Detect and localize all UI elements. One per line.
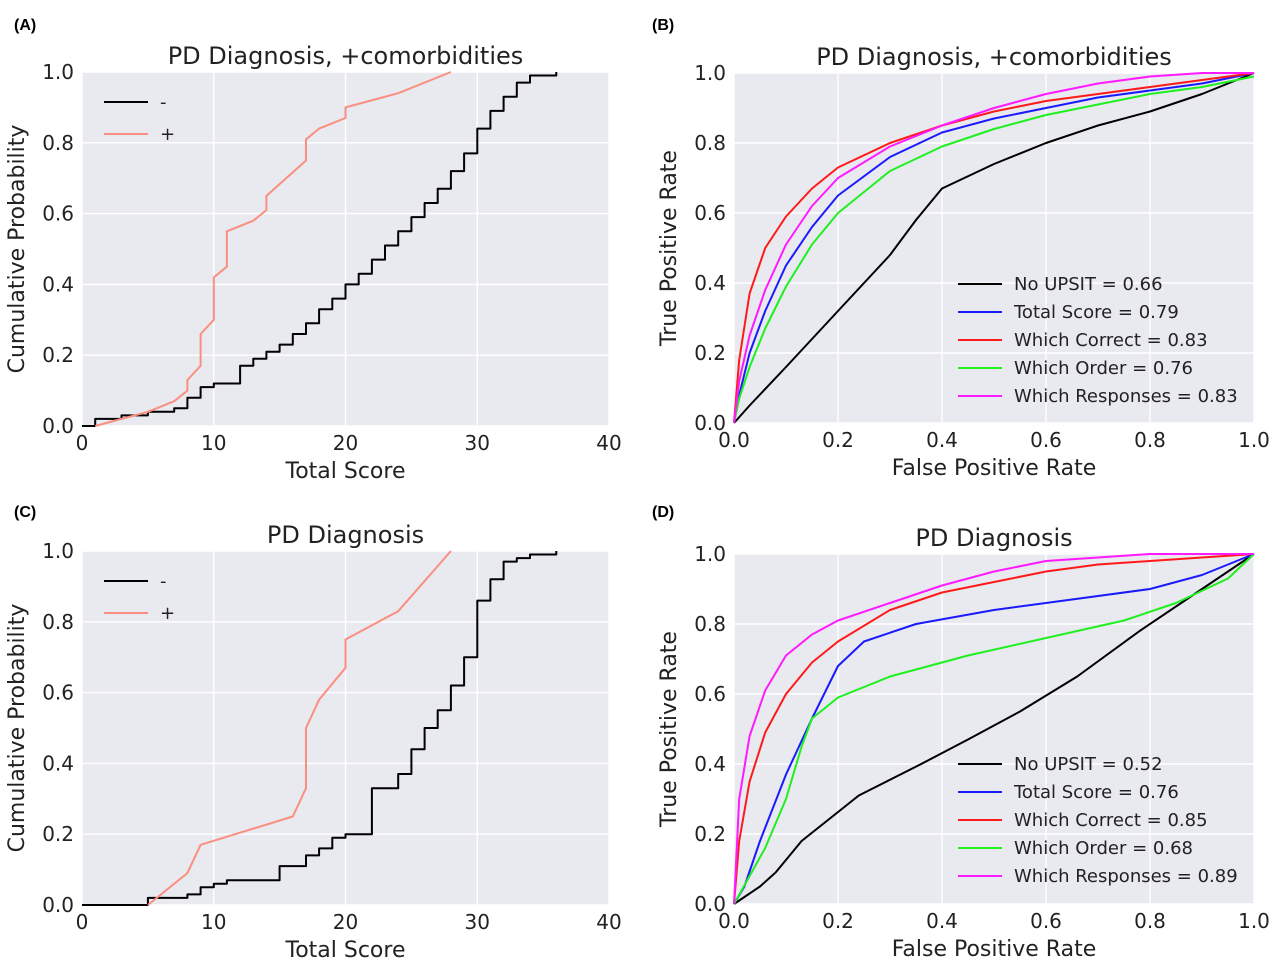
y-tick-label: 0.6 [42,202,74,226]
y-tick-label: 1.0 [694,542,726,566]
x-axis-label: False Positive Rate [892,456,1096,481]
x-tick-label: 0.8 [1134,428,1166,452]
x-tick-label: 0.0 [718,428,750,452]
y-tick-label: 0.0 [42,414,74,438]
x-tick-label: 30 [465,431,490,455]
y-tick-label: 0.2 [694,822,726,846]
y-tick-label: 0.8 [42,610,74,634]
series-line [733,553,1255,905]
series-line [94,71,452,427]
chart-panel-a: (A) 0 10 20 30 40 0.0 0.2 0.4 0.6 0.8 1.0 PD Diagnos… [5,17,622,484]
series-line [733,553,1255,905]
y-tick-label: 0.2 [42,822,74,846]
y-tick-label: 1.0 [694,61,726,85]
y-tick-label: 0.2 [694,341,726,365]
series-line [733,72,1255,424]
legend-label: Which Correct = 0.83 [1014,330,1208,351]
x-axis-label: Total Score [285,938,406,959]
x-axis-label: Total Score [285,459,406,484]
series-line [733,553,1255,905]
x-tick-label: 10 [201,431,226,455]
y-tick-label: 0.4 [42,751,74,775]
x-tick-label: 0.4 [926,909,958,933]
y-tick-label: 1.0 [42,60,74,84]
series-line [733,75,1255,424]
x-tick-label: 0 [76,910,89,934]
y-tick-label: 0.6 [694,201,726,225]
panel-label: (C) [14,504,36,521]
series-line [82,551,558,906]
y-tick-label: 0.0 [694,411,726,435]
x-tick-label: 40 [596,431,621,455]
series-line [733,553,1255,905]
x-tick-label: 20 [333,431,358,455]
x-tick-label: 30 [465,910,490,934]
chart-panel-c: (C) 0 10 20 30 40 0.0 0.2 0.4 0.6 0.8 1.0 PD Diagnos… [5,504,622,959]
y-axis-label: Cumulative Probability [5,125,30,374]
x-tick-label: 1.0 [1238,428,1269,452]
y-tick-label: 0.4 [42,272,74,296]
x-tick-label: 1.0 [1238,909,1269,933]
legend-label: - [160,92,167,113]
chart-title: PD Diagnosis, +comorbidities [168,42,524,70]
y-tick-label: 0.2 [42,343,74,367]
y-tick-label: 0.6 [42,681,74,705]
legend-label: Total Score = 0.79 [1013,302,1179,323]
chart-panel-d: (D) 0.0 0.2 0.4 0.6 0.8 1.0 0.0 0.2 0.4 0.6 0.8 1.0 P… [652,504,1269,959]
y-tick-label: 0.0 [694,892,726,916]
y-axis-label: True Positive Rate [657,631,682,828]
series-line [82,72,558,427]
chart-title: PD Diagnosis [267,521,424,549]
x-tick-label: 0.6 [1030,909,1062,933]
legend-label: No UPSIT = 0.52 [1014,754,1163,775]
legend-label: + [160,124,175,145]
legend-label: - [160,571,167,592]
legend-label: No UPSIT = 0.66 [1014,274,1163,295]
x-tick-label: 0.6 [1030,428,1062,452]
x-tick-label: 0.4 [926,428,958,452]
x-tick-label: 0 [76,431,89,455]
legend-label: Which Responses = 0.89 [1014,866,1238,887]
y-axis-label: Cumulative Probability [5,604,30,853]
legend-label: Which Correct = 0.85 [1014,810,1208,831]
y-tick-label: 0.8 [694,131,726,155]
y-tick-label: 0.8 [694,612,726,636]
x-tick-label: 20 [333,910,358,934]
y-tick-label: 1.0 [42,539,74,563]
panel-label: (A) [14,17,36,34]
plot-area [734,73,1254,423]
series-line [733,72,1254,424]
legend-label: + [160,603,175,624]
x-tick-label: 0.2 [822,428,854,452]
y-tick-label: 0.4 [694,271,726,295]
y-tick-label: 0.4 [694,752,726,776]
x-tick-label: 0.8 [1134,909,1166,933]
series-line [147,550,452,906]
y-tick-label: 0.8 [42,131,74,155]
legend-label: Which Order = 0.68 [1014,838,1193,859]
chart-title: PD Diagnosis [915,524,1072,552]
y-tick-label: 0.0 [42,893,74,917]
panel-label: (B) [652,17,674,34]
series-line [733,72,1255,424]
x-tick-label: 40 [596,910,621,934]
y-tick-label: 0.6 [694,682,726,706]
x-axis-label: False Positive Rate [892,937,1096,959]
y-axis-label: True Positive Rate [657,150,682,347]
chart-panel-b: (B) 0.0 0.2 0.4 0.6 0.8 1.0 0.0 0.2 0.4 0.6 0.8 1.0 P… [652,17,1269,481]
legend-label: Total Score = 0.76 [1013,782,1179,803]
x-tick-label: 10 [201,910,226,934]
panel-label: (D) [652,504,674,521]
chart-title: PD Diagnosis, +comorbidities [816,43,1172,71]
x-tick-label: 0.2 [822,909,854,933]
x-tick-label: 0.0 [718,909,750,933]
legend-label: Which Order = 0.76 [1014,358,1193,379]
legend-label: Which Responses = 0.83 [1014,386,1238,407]
series-line [733,553,1254,905]
series-line [733,72,1255,424]
